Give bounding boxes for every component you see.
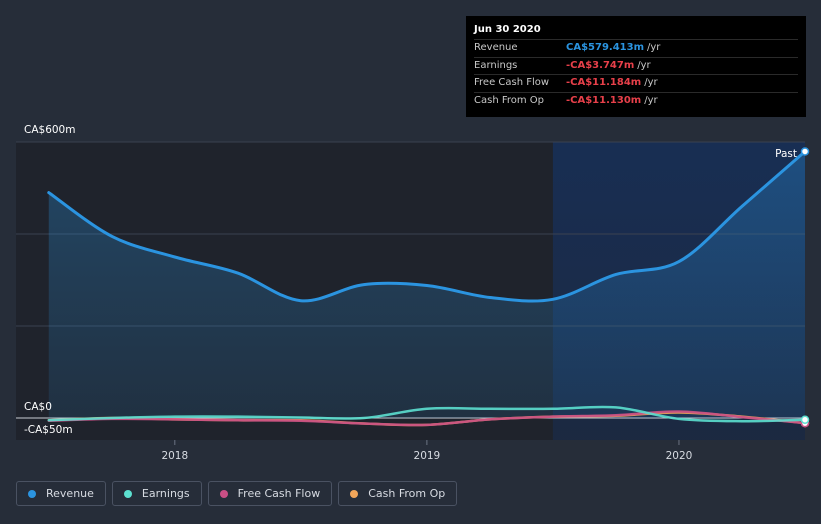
earnings-end-marker bbox=[800, 415, 810, 424]
past-label: Past bbox=[775, 148, 797, 160]
tooltip-label: Free Cash Flow bbox=[474, 77, 550, 88]
legend-dot-icon bbox=[28, 489, 36, 498]
x-tick-label: 2019 bbox=[414, 450, 441, 462]
chart-legend: Revenue Earnings Free Cash Flow Cash Fro… bbox=[16, 481, 458, 506]
revenue-end-marker bbox=[800, 147, 810, 156]
legend-label: Revenue bbox=[46, 487, 94, 500]
legend-item-revenue[interactable]: Revenue bbox=[16, 481, 106, 506]
tooltip-date: Jun 30 2020 bbox=[474, 24, 541, 35]
y-label-zero: CA$0 bbox=[24, 401, 52, 413]
tooltip-row-cash-from-op: Cash From Op -CA$11.130m /yr bbox=[474, 91, 798, 110]
tooltip-value: -CA$11.130m bbox=[566, 94, 642, 106]
revenue-line bbox=[47, 149, 807, 303]
legend-item-earnings[interactable]: Earnings bbox=[111, 481, 202, 506]
legend-label: Earnings bbox=[141, 487, 190, 500]
tooltip-panel: Jun 30 2020 Revenue CA$579.413m /yr Earn… bbox=[466, 16, 806, 117]
tooltip-row-free-cash-flow: Free Cash Flow -CA$11.184m /yr bbox=[474, 74, 798, 92]
tooltip-row-earnings: Earnings -CA$3.747m /yr bbox=[474, 56, 798, 75]
legend-label: Free Cash Flow bbox=[237, 487, 321, 500]
tooltip-value: -CA$3.747m bbox=[566, 59, 635, 71]
y-label-top: CA$600m bbox=[24, 124, 75, 136]
legend-dot-icon bbox=[350, 489, 359, 498]
line-layer bbox=[47, 149, 807, 427]
tooltip-value: -CA$11.184m bbox=[566, 77, 642, 88]
tooltip-row-revenue: Revenue CA$579.413m /yr bbox=[474, 39, 798, 57]
revenue-area bbox=[48, 151, 806, 418]
earnings-line bbox=[47, 405, 807, 423]
legend-dot-icon bbox=[123, 489, 132, 498]
legend-item-free-cash-flow[interactable]: Free Cash Flow bbox=[207, 481, 333, 506]
x-tick-label: 2018 bbox=[161, 450, 188, 462]
legend-item-cash-from-op[interactable]: Cash From Op bbox=[338, 481, 458, 506]
free-cash-flow-line bbox=[47, 410, 807, 427]
y-label-bottom: -CA$50m bbox=[24, 424, 73, 436]
end-markers bbox=[800, 147, 810, 428]
area-layer bbox=[48, 151, 806, 418]
tooltip-unit: /yr bbox=[647, 42, 661, 53]
tooltip-unit: /yr bbox=[637, 59, 651, 71]
tooltip-label: Cash From Op bbox=[474, 94, 545, 106]
x-tick-labels: 2018 2019 2020 bbox=[161, 440, 692, 462]
legend-label: Cash From Op bbox=[368, 487, 446, 500]
tooltip-unit: /yr bbox=[644, 94, 658, 106]
x-tick-label: 2020 bbox=[666, 450, 693, 462]
tooltip-label: Revenue bbox=[474, 42, 518, 53]
tooltip-label: Earnings bbox=[474, 59, 518, 71]
tooltip-unit: /yr bbox=[644, 77, 658, 88]
legend-dot-icon bbox=[219, 489, 228, 498]
tooltip-value: CA$579.413m bbox=[566, 42, 645, 53]
